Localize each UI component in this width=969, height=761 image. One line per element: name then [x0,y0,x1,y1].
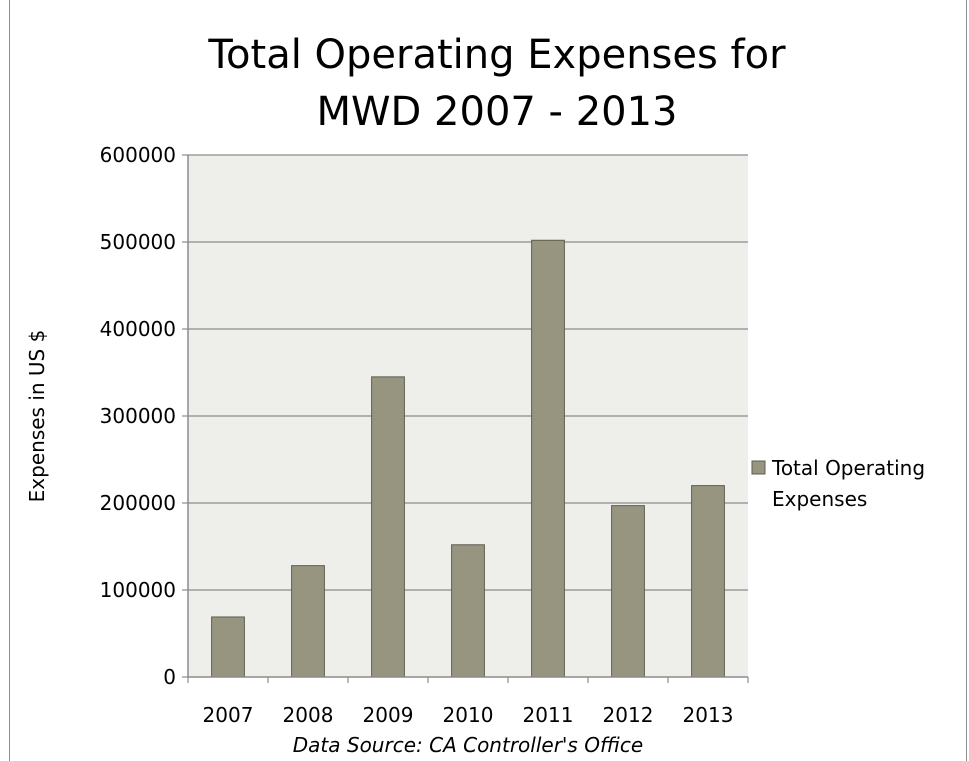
bar-2010 [451,544,485,678]
legend-swatch [751,460,766,475]
y-tick-label: 200000 [100,491,176,515]
chart-frame [9,0,967,761]
legend-label-line-2: Expenses [772,487,867,511]
x-tick-label: 2010 [443,703,494,727]
x-tick-labels: 2007 2008 2009 2010 2011 2012 2013 [187,677,749,727]
x-tick-label: 2013 [683,703,734,727]
y-tick-labels: 0 100000 200000 300000 400000 500000 600000 [100,143,188,689]
y-axis-label: Expenses in US $ [25,330,49,503]
legend: Total Operating Expenses [751,456,925,511]
chart-title-line-1: Total Operating Expenses for [207,32,786,78]
y-tick-label: 500000 [100,230,176,254]
data-source-note: Data Source: CA Controller's Office [293,733,643,757]
y-tick-label: 0 [163,665,176,689]
bar-2007 [211,616,245,678]
chart-title-line-2: MWD 2007 - 2013 [316,89,677,135]
x-tick-label: 2007 [203,703,254,727]
legend-label-line-1: Total Operating [771,456,925,480]
y-tick-label: 600000 [100,143,176,167]
bar-2013 [691,485,725,678]
y-tick-label: 400000 [100,317,176,341]
bar-series [211,239,725,678]
bar-2008 [291,565,325,678]
x-tick-label: 2012 [603,703,654,727]
y-tick-label: 100000 [100,578,176,602]
x-tick-label: 2008 [283,703,334,727]
y-tick-label: 300000 [100,404,176,428]
x-tick-label: 2009 [363,703,414,727]
x-tick-label: 2011 [523,703,574,727]
bar-2011 [531,239,565,678]
bar-2012 [611,505,645,678]
bar-2009 [371,376,405,678]
